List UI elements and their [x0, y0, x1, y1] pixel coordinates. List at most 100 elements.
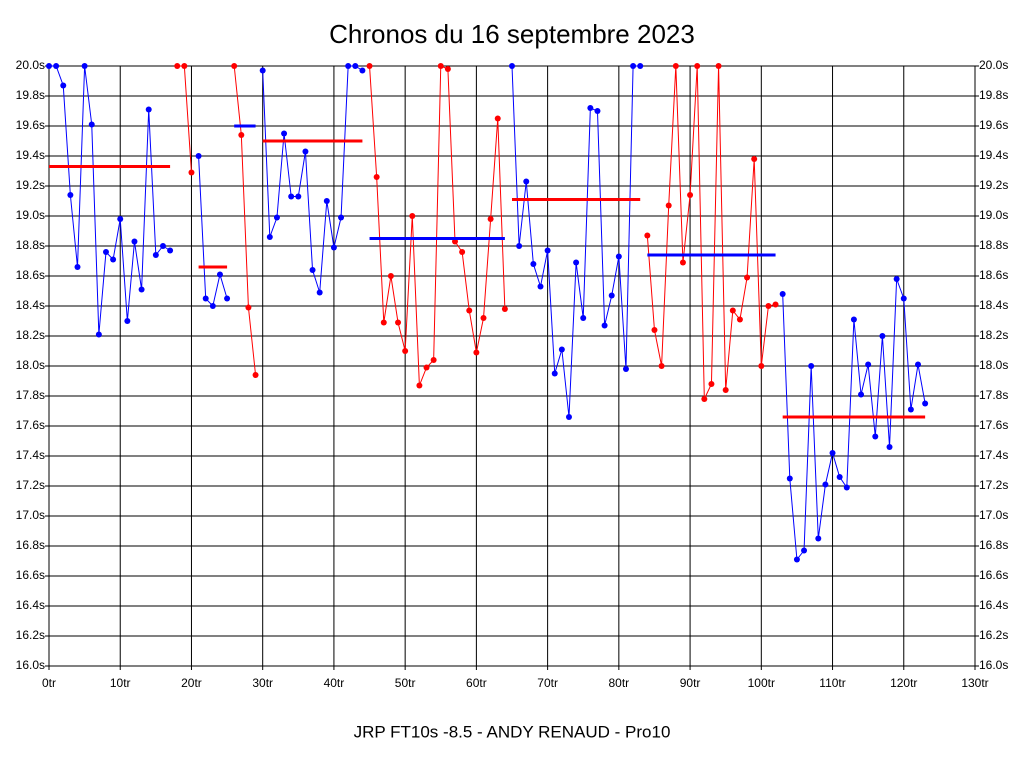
- y-tick-label: 18.4s: [16, 298, 45, 312]
- y2-tick-label: 16.6s: [979, 568, 1008, 582]
- data-point: [786, 475, 793, 482]
- data-point: [608, 292, 615, 299]
- data-point: [744, 274, 751, 281]
- data-point: [858, 391, 865, 398]
- data-point: [829, 450, 836, 456]
- series-line: [233, 65, 257, 376]
- data-point: [373, 174, 380, 180]
- y-tick-label: 16.8s: [16, 538, 45, 552]
- data-point: [850, 316, 857, 323]
- y2-tick-label: 16.2s: [979, 628, 1008, 642]
- y-tick-label: 17.4s: [16, 448, 45, 462]
- y-tick-label: 18.6s: [16, 268, 45, 282]
- data-point: [900, 295, 907, 302]
- y2-tick-label: 17.2s: [979, 478, 1008, 492]
- data-point: [494, 115, 501, 122]
- data-point: [466, 307, 473, 314]
- data-point: [915, 361, 922, 368]
- data-point: [131, 238, 138, 245]
- data-point: [551, 370, 558, 377]
- data-point: [651, 327, 658, 333]
- data-point: [74, 264, 81, 270]
- y2-tick-label: 17.6s: [979, 418, 1008, 432]
- data-point: [195, 153, 202, 159]
- y-tick-label: 16.6s: [16, 568, 45, 582]
- data-point: [252, 372, 259, 378]
- data-point: [509, 63, 515, 69]
- data-point: [765, 303, 772, 309]
- data-point: [544, 247, 551, 254]
- data-point: [793, 556, 800, 563]
- data-point: [836, 474, 843, 480]
- data-point: [665, 202, 672, 209]
- data-point: [387, 273, 394, 279]
- data-point: [722, 387, 729, 393]
- x-tick-label: 50tr: [395, 676, 416, 690]
- data-point: [736, 316, 743, 323]
- data-point: [366, 63, 373, 69]
- data-point: [622, 366, 629, 372]
- data-point: [751, 156, 758, 162]
- x-tick-label: 130tr: [961, 676, 988, 690]
- data-point: [295, 193, 302, 200]
- y-tick-label: 18.2s: [16, 328, 45, 342]
- y2-tick-label: 17.4s: [979, 448, 1008, 462]
- chart-title: Chronos du 16 septembre 2023: [329, 19, 695, 49]
- data-point: [822, 481, 829, 488]
- data-point: [110, 256, 117, 263]
- data-point: [330, 244, 337, 251]
- data-point: [865, 361, 872, 368]
- y-tick-label: 19.8s: [16, 88, 45, 102]
- data-point: [281, 130, 288, 137]
- data-point: [174, 63, 181, 69]
- data-point: [338, 214, 345, 221]
- data-point: [459, 249, 466, 255]
- data-point: [167, 247, 174, 254]
- data-point: [380, 319, 387, 326]
- data-point: [259, 67, 266, 74]
- data-point: [444, 66, 451, 72]
- series-line: [369, 65, 506, 386]
- data-point: [231, 63, 238, 69]
- data-point: [437, 63, 444, 69]
- data-point: [679, 259, 686, 266]
- data-point: [872, 433, 879, 440]
- data-point: [288, 193, 295, 200]
- y-tick-label: 19.0s: [16, 208, 45, 222]
- x-tick-label: 120tr: [890, 676, 917, 690]
- data-point: [138, 286, 145, 293]
- data-point: [209, 303, 216, 309]
- data-point: [537, 283, 544, 290]
- y-tick-label: 20.0s: [16, 58, 45, 72]
- y-tick-label: 19.4s: [16, 148, 45, 162]
- data-point: [124, 318, 131, 324]
- data-point: [224, 295, 231, 302]
- data-point: [60, 82, 67, 89]
- data-point: [302, 148, 309, 155]
- x-axis-label: JRP FT10s -8.5 - ANDY RENAUD - Pro10: [354, 722, 671, 741]
- data-point: [601, 322, 608, 329]
- data-point: [922, 400, 929, 407]
- x-tick-label: 80tr: [609, 676, 630, 690]
- y2-tick-label: 19.6s: [979, 118, 1008, 132]
- x-tick-label: 30tr: [252, 676, 273, 690]
- y2-tick-label: 20.0s: [979, 58, 1008, 72]
- data-point: [907, 406, 914, 413]
- x-tick-label: 70tr: [537, 676, 558, 690]
- data-point: [615, 253, 622, 260]
- data-point: [701, 396, 708, 402]
- data-point: [565, 414, 572, 420]
- data-point: [159, 243, 166, 249]
- data-point: [772, 301, 779, 308]
- data-point: [886, 444, 893, 450]
- y2-tick-label: 18.4s: [979, 298, 1008, 312]
- data-point: [672, 63, 679, 69]
- data-point: [815, 535, 822, 542]
- y2-tick-label: 17.0s: [979, 508, 1008, 522]
- data-point: [580, 315, 587, 321]
- data-point: [473, 349, 480, 356]
- y-tick-label: 17.0s: [16, 508, 45, 522]
- data-point: [88, 121, 95, 128]
